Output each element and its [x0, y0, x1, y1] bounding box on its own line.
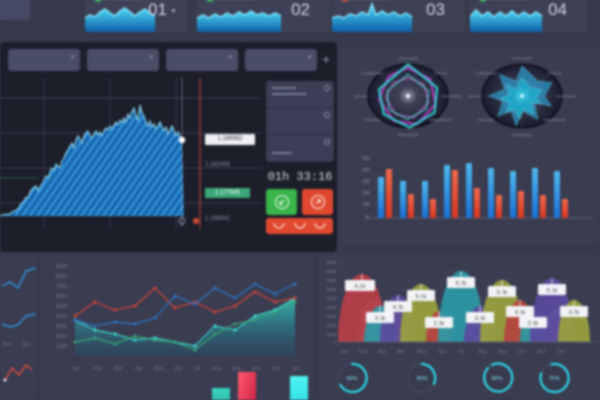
- svg-text:1000: 1000: [56, 344, 67, 350]
- svg-text:Lorem Ipsum: Lorem Ipsum: [512, 56, 533, 60]
- svg-text:Adispicing elit: Adispicing elit: [544, 118, 566, 122]
- svg-text:6000: 6000: [326, 287, 336, 292]
- svg-text:40k: 40k: [362, 168, 371, 174]
- svg-text:20k: 20k: [362, 191, 371, 197]
- svg-text:Consectetur: Consectetur: [442, 95, 462, 99]
- svg-text:Consectetur: Consectetur: [556, 95, 576, 99]
- svg-text:75%: 75%: [548, 376, 559, 382]
- svg-text:Pellentesque: Pellentesque: [398, 133, 419, 137]
- svg-text:5000: 5000: [326, 296, 336, 301]
- svg-text:8000: 8000: [326, 269, 336, 274]
- svg-text:Proposttur: Proposttur: [364, 118, 381, 122]
- svg-text:0k: 0k: [365, 215, 371, 221]
- svg-text:60%: 60%: [346, 376, 357, 382]
- svg-text:40%: 40%: [416, 376, 427, 382]
- svg-text:Dolor sit: Dolor sit: [434, 71, 447, 75]
- svg-text:0: 0: [334, 340, 337, 345]
- svg-text:1000: 1000: [326, 332, 336, 337]
- svg-text:4000: 4000: [56, 314, 67, 320]
- svg-text:90%: 90%: [491, 376, 502, 382]
- svg-text:30k: 30k: [362, 179, 371, 185]
- svg-text:6.3k: 6.3k: [355, 284, 366, 290]
- svg-text:9000: 9000: [56, 264, 67, 270]
- svg-text:9000: 9000: [326, 260, 336, 265]
- svg-text:2000: 2000: [326, 323, 336, 328]
- svg-text:50k: 50k: [362, 156, 371, 162]
- svg-text:10k: 10k: [362, 202, 371, 208]
- svg-text:6000: 6000: [56, 294, 67, 300]
- svg-text:2000: 2000: [56, 334, 67, 340]
- svg-text:Pellentesque: Pellentesque: [512, 133, 533, 137]
- svg-text:Adispicing elit: Adispicing elit: [430, 118, 452, 122]
- svg-text:Lorem Ipsum: Lorem Ipsum: [398, 56, 419, 60]
- svg-text:Mauris non: Mauris non: [468, 95, 482, 99]
- svg-text:4000: 4000: [326, 305, 336, 310]
- svg-text:Dolor sit: Dolor sit: [548, 71, 561, 75]
- svg-text:3000: 3000: [326, 314, 336, 319]
- svg-text:Mauris non: Mauris non: [354, 95, 368, 99]
- svg-text:Proposttur: Proposttur: [478, 118, 495, 122]
- svg-text:5000: 5000: [56, 304, 67, 310]
- svg-text:Condimentum: Condimentum: [475, 71, 497, 75]
- svg-text:7000: 7000: [56, 284, 67, 290]
- svg-text:Condimentum: Condimentum: [361, 71, 383, 75]
- svg-text:3000: 3000: [56, 324, 67, 330]
- svg-text:7000: 7000: [326, 278, 336, 283]
- svg-text:8000: 8000: [56, 274, 67, 280]
